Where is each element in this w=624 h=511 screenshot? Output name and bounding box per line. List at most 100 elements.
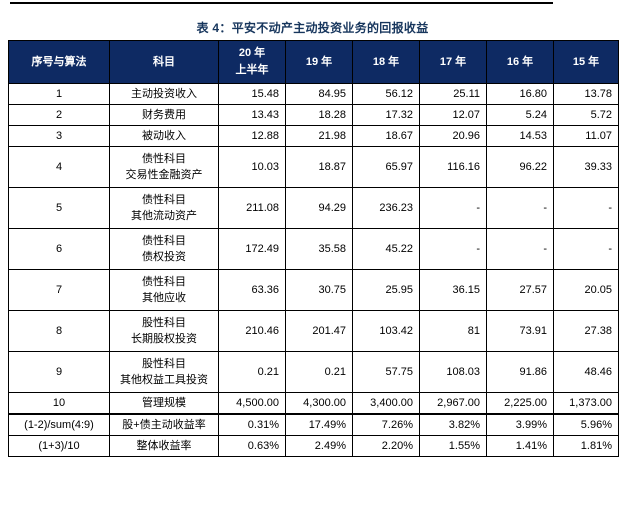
value-cell: 2.49% (285, 435, 353, 457)
serial-cell: 1 (8, 83, 110, 105)
value-cell: 21.98 (285, 125, 353, 147)
value-cell: 63.36 (218, 269, 286, 311)
value-cell: 201.47 (285, 310, 353, 352)
value-cell: 1,373.00 (553, 392, 619, 415)
subject-cell: 财务费用 (109, 104, 219, 126)
subject-cell: 被动收入 (109, 125, 219, 147)
serial-cell: 2 (8, 104, 110, 126)
table-row: (1+3)/10 整体收益率 0.63% 2.49% 2.20% 1.55% 1.41% 1.… (8, 435, 619, 457)
value-cell: 65.97 (352, 146, 420, 188)
top-rule-divider (10, 2, 553, 4)
serial-cell: 4 (8, 146, 110, 188)
table-row: 3 被动收入 12.88 21.98 18.67 20.96 14.53 11.07 (8, 125, 619, 147)
value-cell: 3.82% (419, 413, 487, 436)
value-cell: 0.31% (218, 413, 286, 436)
value-cell: 2.20% (352, 435, 420, 457)
table-row: 8 股性科目 长期股权投资 210.46 201.47 103.42 81 73.91 27.… (8, 310, 619, 352)
serial-cell: 6 (8, 228, 110, 270)
value-cell: 39.33 (553, 146, 619, 188)
value-cell: 73.91 (486, 310, 554, 352)
value-cell: 116.16 (419, 146, 487, 188)
column-header: 19 年 (285, 40, 353, 84)
table-row: 1 主动投资收入 15.48 84.95 56.12 25.11 16.80 13.78 (8, 83, 619, 105)
column-header: 15 年 (553, 40, 619, 84)
table-header: 序号与算法 科目 20 年 上半年 19 年 18 年 17 年 16 年 15 年 (8, 40, 619, 84)
value-cell: 13.43 (218, 104, 286, 126)
value-cell: 20.96 (419, 125, 487, 147)
subject-cell: 债性科目 交易性金融资产 (109, 146, 219, 188)
value-cell: 16.80 (486, 83, 554, 105)
value-cell: 36.15 (419, 269, 487, 311)
value-cell: 1.55% (419, 435, 487, 457)
table-title: 表 4：平安不动产主动投资业务的回报收益 (196, 21, 429, 35)
column-header: 16 年 (486, 40, 554, 84)
value-cell: 17.32 (352, 104, 420, 126)
serial-cell: (1+3)/10 (8, 435, 110, 457)
value-cell: 96.22 (486, 146, 554, 188)
serial-cell: 9 (8, 351, 110, 393)
subject-cell: 管理规模 (109, 392, 219, 415)
value-cell: 172.49 (218, 228, 286, 270)
serial-cell: 8 (8, 310, 110, 352)
subject-cell: 股+债主动收益率 (109, 413, 219, 436)
table-row: (1-2)/sum(4:9) 股+债主动收益率 0.31% 17.49% 7.26% 3.… (8, 413, 619, 436)
value-cell: 91.86 (486, 351, 554, 393)
value-cell: 108.03 (419, 351, 487, 393)
value-cell: 236.23 (352, 187, 420, 229)
value-cell: 84.95 (285, 83, 353, 105)
value-cell: 211.08 (218, 187, 286, 229)
value-cell: - (553, 228, 619, 270)
value-cell: 30.75 (285, 269, 353, 311)
column-header: 序号与算法 (8, 40, 110, 84)
value-cell: 10.03 (218, 146, 286, 188)
value-cell: 13.78 (553, 83, 619, 105)
value-cell: 5.24 (486, 104, 554, 126)
column-header: 20 年 上半年 (218, 40, 286, 84)
value-cell: 4,300.00 (285, 392, 353, 415)
subject-cell: 整体收益率 (109, 435, 219, 457)
table-row: 4 债性科目 交易性金融资产 10.03 18.87 65.97 116.16 96.22 3… (8, 146, 619, 188)
value-cell: 11.07 (553, 125, 619, 147)
value-cell: 56.12 (352, 83, 420, 105)
table-row: 10 管理规模 4,500.00 4,300.00 3,400.00 2,967.00 2,… (8, 392, 619, 415)
value-cell: 5.72 (553, 104, 619, 126)
value-cell: 94.29 (285, 187, 353, 229)
subject-cell: 主动投资收入 (109, 83, 219, 105)
value-cell: - (486, 228, 554, 270)
value-cell: 5.96% (553, 413, 619, 436)
value-cell: 14.53 (486, 125, 554, 147)
value-cell: 27.57 (486, 269, 554, 311)
value-cell: 2,225.00 (486, 392, 554, 415)
value-cell: 48.46 (553, 351, 619, 393)
value-cell: 15.48 (218, 83, 286, 105)
table-row: 6 债性科目 债权投资 172.49 35.58 45.22- - - (8, 228, 619, 270)
value-cell: 25.95 (352, 269, 420, 311)
value-cell: 12.88 (218, 125, 286, 147)
serial-cell: 3 (8, 125, 110, 147)
value-cell: 4,500.00 (218, 392, 286, 415)
value-cell: 3.99% (486, 413, 554, 436)
serial-cell: (1-2)/sum(4:9) (8, 413, 110, 436)
header-row: 序号与算法 科目 20 年 上半年 19 年 18 年 17 年 16 年 15 年 (8, 40, 619, 84)
value-cell: 0.63% (218, 435, 286, 457)
value-cell: 20.05 (553, 269, 619, 311)
value-cell: 17.49% (285, 413, 353, 436)
table-row: 2 财务费用 13.43 18.28 17.32 12.07 5.24 5.72 (8, 104, 619, 126)
value-cell: 1.41% (486, 435, 554, 457)
column-header: 17 年 (419, 40, 487, 84)
value-cell: - (419, 187, 487, 229)
value-cell: 25.11 (419, 83, 487, 105)
column-header: 18 年 (352, 40, 420, 84)
value-cell: 18.28 (285, 104, 353, 126)
serial-cell: 7 (8, 269, 110, 311)
value-cell: 27.38 (553, 310, 619, 352)
table-row: 9 股性科目 其他权益工具投资 0.21 0.21 57.75 108.03 91.86 48… (8, 351, 619, 393)
value-cell: 0.21 (218, 351, 286, 393)
value-cell: 57.75 (352, 351, 420, 393)
value-cell: 0.21 (285, 351, 353, 393)
value-cell: 35.58 (285, 228, 353, 270)
value-cell: - (486, 187, 554, 229)
value-cell: 210.46 (218, 310, 286, 352)
column-header: 科目 (109, 40, 219, 84)
